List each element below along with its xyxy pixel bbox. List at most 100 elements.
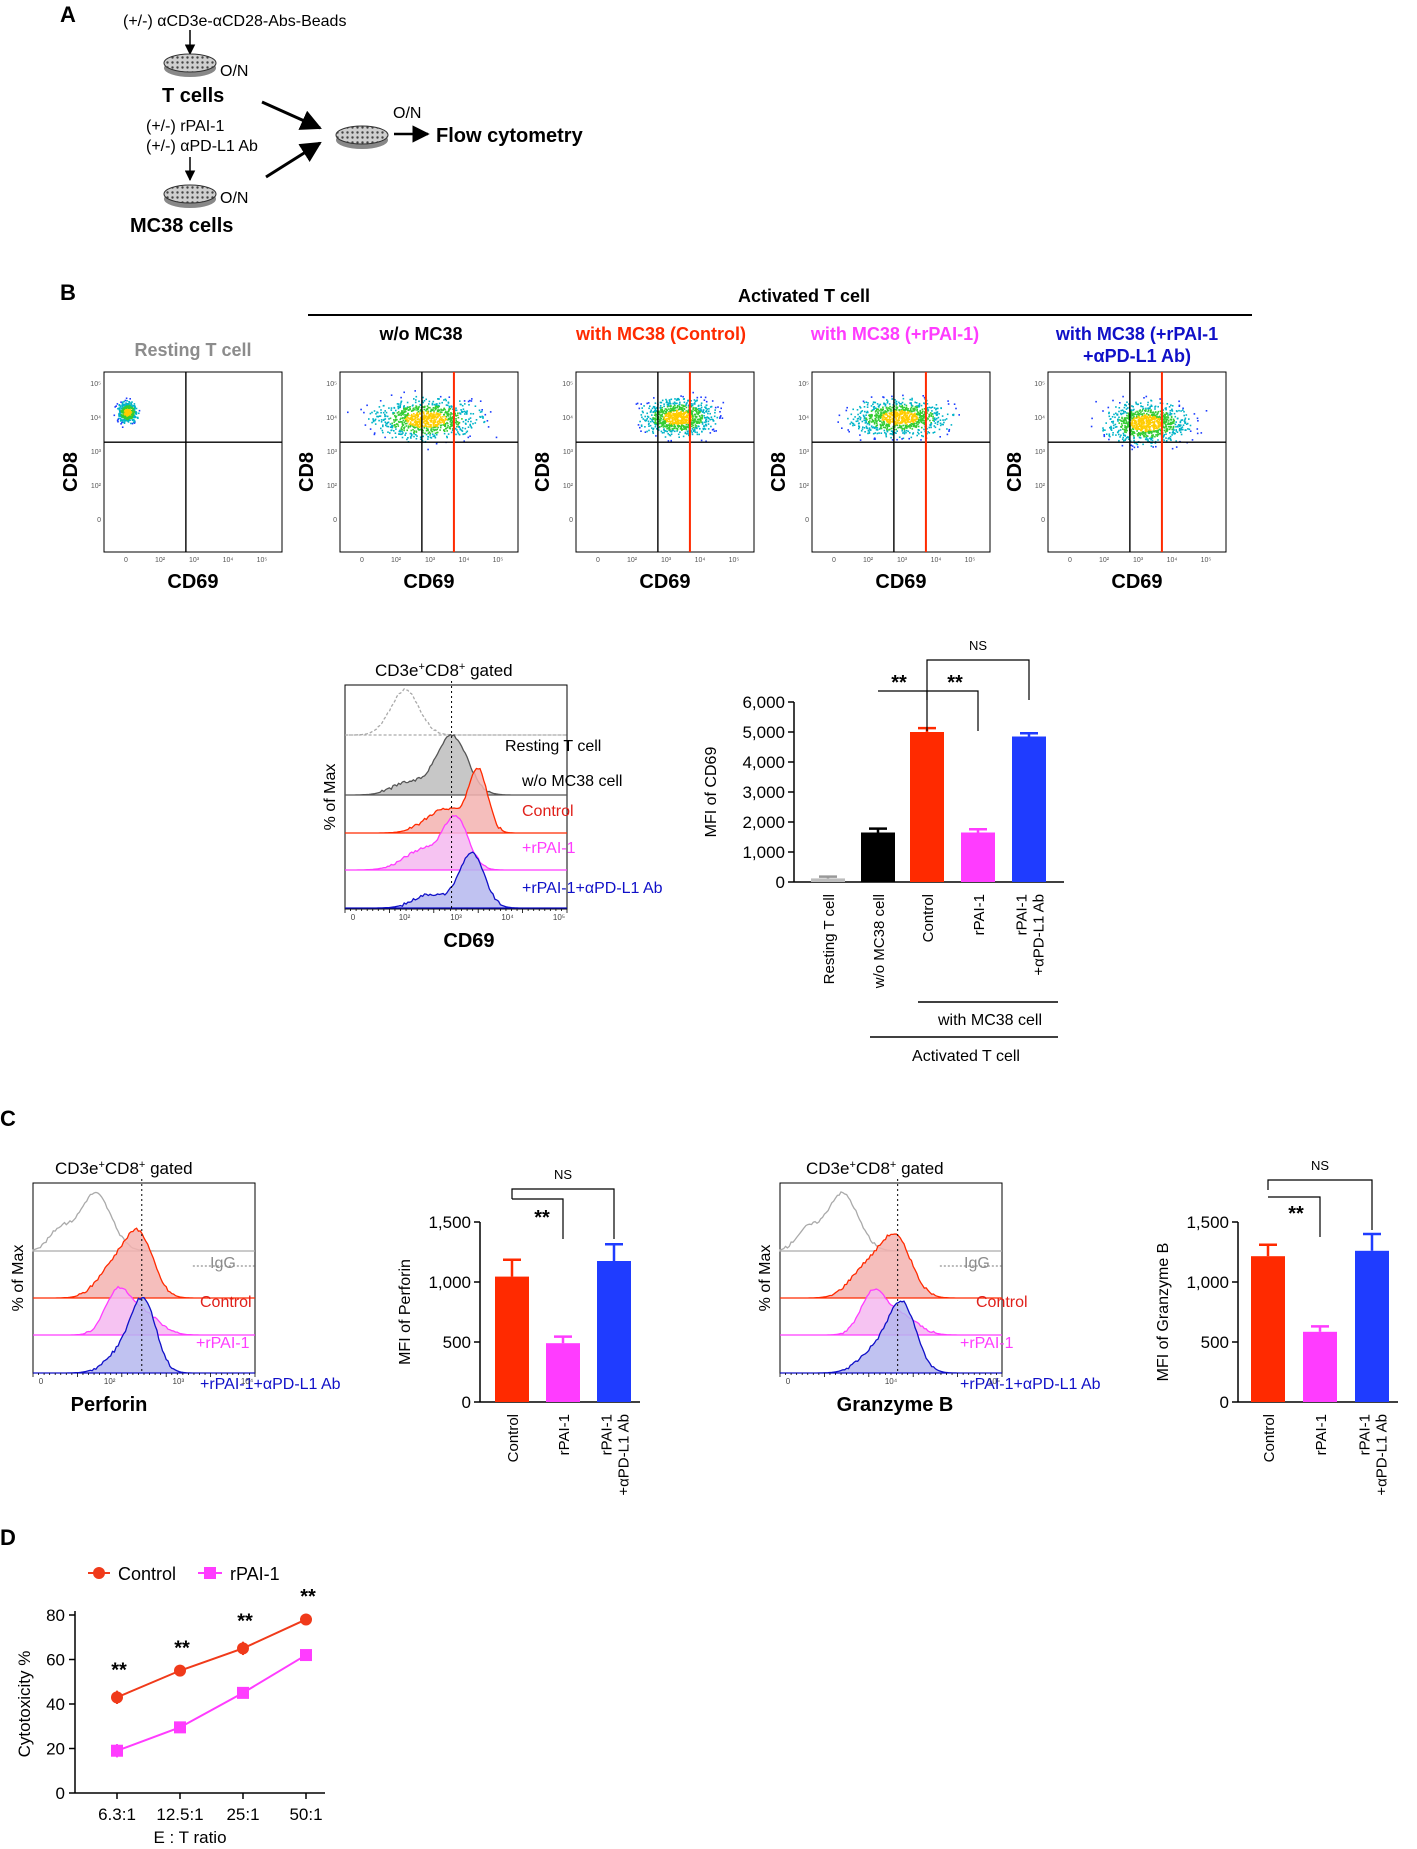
scatter-point bbox=[676, 430, 678, 432]
scatter-point bbox=[410, 435, 413, 437]
scatter-point bbox=[681, 413, 683, 415]
scatter-point bbox=[697, 413, 699, 415]
scatter-point bbox=[415, 414, 418, 417]
scatter-point bbox=[858, 427, 860, 430]
scatter-point bbox=[401, 428, 403, 431]
scatter-point bbox=[692, 418, 694, 420]
scatter-point bbox=[664, 408, 667, 410]
scatter-point bbox=[401, 413, 404, 415]
scatter-point bbox=[910, 425, 912, 428]
scatter-point bbox=[424, 405, 426, 408]
scatter-point bbox=[132, 415, 134, 417]
scatter-point bbox=[1155, 427, 1158, 429]
title-superscript: + bbox=[459, 661, 465, 673]
scatter-point bbox=[405, 410, 407, 413]
scatter-point bbox=[1143, 434, 1145, 437]
scatter-point bbox=[127, 406, 129, 409]
scatter-point bbox=[665, 420, 668, 423]
scatter-point bbox=[891, 430, 894, 432]
scatter-point bbox=[900, 426, 902, 429]
scatter-point bbox=[681, 415, 683, 418]
scatter-point bbox=[123, 400, 125, 403]
scatter-point bbox=[1107, 406, 1110, 409]
scatter-point bbox=[895, 406, 897, 408]
scatter-point bbox=[691, 428, 694, 430]
scatter-point bbox=[698, 407, 700, 410]
scatter-point bbox=[408, 406, 410, 409]
scatter-point bbox=[1163, 426, 1165, 428]
scatter-point bbox=[905, 416, 907, 418]
scatter-point bbox=[879, 417, 882, 419]
scatter-point bbox=[372, 420, 375, 423]
scatter-point bbox=[1182, 424, 1185, 426]
scatter-point bbox=[929, 419, 931, 422]
scatter-point bbox=[467, 426, 470, 428]
significance-ns: NS bbox=[969, 638, 987, 653]
scatter-point bbox=[432, 428, 434, 431]
scatter-point bbox=[410, 419, 413, 421]
scatter-point bbox=[693, 402, 696, 404]
scatter-point bbox=[888, 420, 891, 422]
scatter-point bbox=[1179, 420, 1182, 423]
panel-d-letter: D bbox=[0, 1525, 16, 1550]
scatter-point bbox=[368, 418, 370, 420]
scatter-point bbox=[899, 411, 902, 413]
scatter-point bbox=[918, 406, 920, 408]
scatter-point bbox=[418, 405, 420, 408]
scatter-point bbox=[660, 409, 662, 411]
histogram-trace bbox=[33, 1297, 255, 1374]
scatter-point bbox=[1178, 404, 1181, 407]
scatter-point bbox=[398, 421, 400, 423]
bar-category-label: Control bbox=[505, 1414, 522, 1462]
scatter-point bbox=[932, 417, 934, 419]
scatter-point bbox=[1182, 407, 1184, 410]
scatter-point bbox=[1131, 420, 1133, 422]
scatter-point bbox=[912, 425, 915, 428]
scatter-point bbox=[1137, 418, 1140, 421]
scatter-point bbox=[466, 430, 469, 433]
scatter-point bbox=[430, 426, 432, 428]
scatter-point bbox=[902, 417, 904, 419]
scatter-y-tick: 0 bbox=[97, 517, 101, 524]
scatter-point bbox=[450, 412, 452, 414]
scatter-point bbox=[468, 404, 470, 406]
scatter-point bbox=[911, 416, 913, 418]
scatter-point bbox=[667, 403, 670, 406]
scatter-point bbox=[910, 402, 912, 404]
scatter-point bbox=[373, 433, 376, 436]
scatter-point bbox=[674, 421, 676, 424]
scatter-point bbox=[133, 414, 136, 417]
scatter-point bbox=[877, 412, 880, 415]
scatter-point bbox=[1180, 424, 1182, 426]
scatter-point bbox=[895, 408, 897, 411]
scatter-point bbox=[672, 428, 674, 430]
scatter-point bbox=[694, 427, 696, 429]
scatter-point bbox=[698, 418, 701, 421]
scatter-point bbox=[1171, 434, 1173, 436]
bar-2 bbox=[861, 832, 895, 882]
scatter-point bbox=[898, 401, 900, 404]
scatter-point bbox=[116, 419, 119, 422]
scatter-point bbox=[417, 408, 419, 410]
scatter-point bbox=[404, 422, 407, 425]
scatter-point bbox=[464, 433, 466, 435]
scatter-point bbox=[883, 418, 886, 421]
control-point bbox=[111, 1691, 123, 1704]
scatter-point bbox=[870, 416, 872, 419]
scatter-point bbox=[901, 407, 904, 409]
scatter-point bbox=[646, 430, 648, 433]
scatter-point bbox=[903, 406, 905, 409]
scatter-point bbox=[920, 420, 922, 423]
scatter-point bbox=[1152, 434, 1154, 436]
scatter-point bbox=[653, 418, 655, 420]
scatter-point bbox=[1110, 428, 1112, 431]
scatter-point bbox=[409, 408, 411, 411]
scatter-point bbox=[853, 424, 856, 426]
scatter-point bbox=[670, 417, 672, 419]
scatter-point bbox=[641, 410, 644, 413]
scatter-point bbox=[691, 419, 694, 422]
scatter-point bbox=[660, 407, 662, 409]
scatter-point bbox=[687, 410, 689, 412]
scatter-point bbox=[1124, 435, 1127, 437]
scatter-point bbox=[416, 420, 419, 423]
